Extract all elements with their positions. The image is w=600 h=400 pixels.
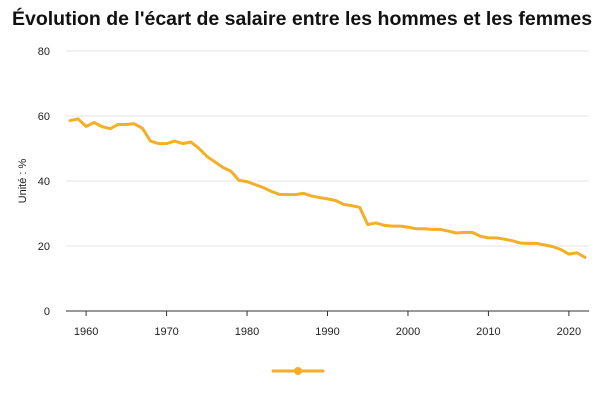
x-tick-label: 2000: [396, 326, 420, 338]
x-tick-label: 1960: [74, 326, 98, 338]
x-tick-label: 1990: [315, 326, 339, 338]
y-tick-label: 80: [38, 46, 50, 58]
y-tick-label: 40: [38, 176, 50, 188]
legend[interactable]: [271, 367, 325, 375]
y-tick-label: 0: [44, 306, 50, 318]
legend-marker: [294, 367, 302, 375]
series-layer: [68, 117, 587, 259]
chart-title: Évolution de l'écart de salaire entre le…: [12, 8, 593, 30]
y-tick-label: 20: [38, 241, 50, 253]
x-tick-label: 1970: [154, 326, 178, 338]
x-tick-label: 2020: [557, 326, 581, 338]
axes: 0 20 40 60 80 1960 1970 1980 1990 2000 2010 2020: [38, 46, 589, 338]
x-tick-label: 2010: [476, 326, 500, 338]
y-tick-label: 60: [38, 111, 50, 123]
y-axis-label: Unité : %: [17, 158, 29, 203]
x-tick-label: 1980: [235, 326, 259, 338]
series-line: [68, 117, 587, 259]
grid: [66, 50, 589, 247]
